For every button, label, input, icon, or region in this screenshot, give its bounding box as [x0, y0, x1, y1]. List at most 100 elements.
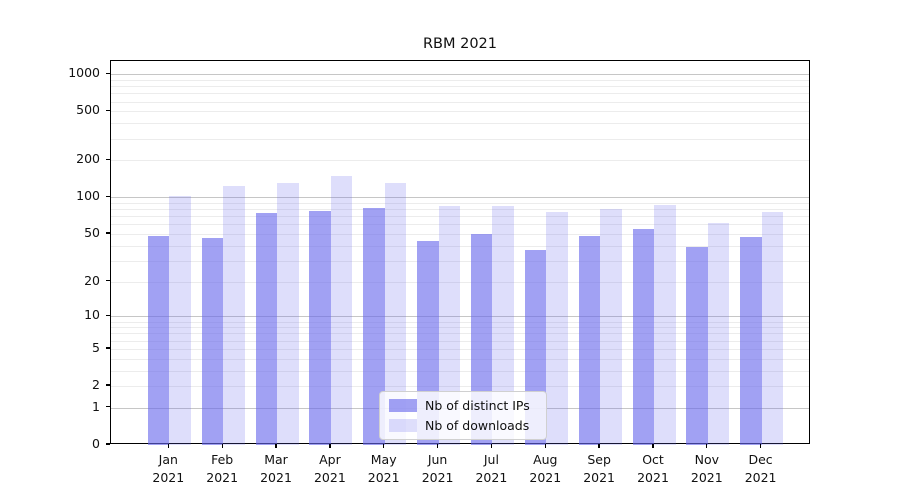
x-tick-label-may-2021: May 2021: [367, 452, 400, 485]
legend-swatch-distinct-ips: [389, 399, 417, 412]
x-tick-feb-2021: [221, 444, 223, 448]
x-tick-dec-2021: [759, 444, 762, 448]
gridline-10: [111, 316, 809, 318]
bar-nb-of-distinct-ips-jan-2021: [147, 236, 170, 445]
bar-nb-of-downloads-apr-2021: [330, 175, 353, 445]
x-tick-label-sep-2021: Sep 2021: [583, 452, 615, 485]
bar-nb-of-distinct-ips-may-2021: [363, 207, 385, 445]
x-tick-label-oct-2021: Oct 2021: [637, 452, 669, 485]
x-tick-apr-2021: [329, 444, 331, 448]
bar-nb-of-downloads-oct-2021: [654, 204, 676, 445]
legend: Nb of distinct IPs Nb of downloads: [379, 391, 547, 440]
bar-nb-of-downloads-nov-2021: [707, 222, 730, 445]
gridline-80: [111, 209, 809, 211]
gridline-5: [111, 348, 809, 350]
x-tick-label-dec-2021: Dec 2021: [744, 452, 777, 485]
legend-item-downloads: Nb of downloads: [389, 418, 537, 433]
x-tick-nov-2021: [706, 444, 708, 448]
y-tick-5: [106, 347, 110, 349]
x-tick-jun-2021: [436, 444, 439, 448]
plot-area: Nb of distinct IPs Nb of downloads: [110, 60, 810, 445]
bar-nb-of-distinct-ips-feb-2021: [201, 238, 224, 445]
gridline-7: [111, 333, 809, 335]
gridline-50: [111, 234, 809, 235]
bar-nb-of-distinct-ips-mar-2021: [255, 213, 277, 445]
y-tick-10: [106, 314, 110, 316]
gridline-30: [111, 260, 809, 262]
y-tick-label-10: 10: [84, 307, 100, 323]
gridline-400: [111, 123, 809, 125]
bar-nb-of-downloads-feb-2021: [223, 185, 245, 445]
y-tick-100: [106, 195, 110, 198]
y-tick-200: [106, 158, 110, 161]
gridline-700: [111, 93, 809, 95]
gridline-90: [111, 203, 809, 204]
x-tick-label-jan-2021: Jan 2021: [152, 452, 185, 485]
bar-nb-of-downloads-jun-2021: [438, 206, 461, 445]
legend-label-downloads: Nb of downloads: [425, 418, 530, 433]
gridline-4: [111, 358, 809, 360]
x-tick-mar-2021: [275, 444, 277, 448]
y-tick-label-500: 500: [76, 102, 100, 118]
bar-nb-of-downloads-mar-2021: [277, 183, 299, 445]
gridline-8: [111, 327, 809, 329]
bar-nb-of-distinct-ips-apr-2021: [309, 210, 331, 445]
y-tick-label-1: 1: [92, 398, 100, 414]
y-tick-label-100: 100: [76, 188, 100, 204]
bar-nb-of-distinct-ips-nov-2021: [686, 247, 708, 445]
gridline-900: [111, 79, 809, 81]
bar-nb-of-distinct-ips-oct-2021: [632, 229, 654, 445]
x-tick-sep-2021: [598, 444, 600, 448]
x-tick-label-nov-2021: Nov 2021: [690, 452, 723, 485]
gridline-200: [111, 160, 809, 162]
y-tick-500: [106, 109, 110, 112]
x-tick-label-apr-2021: Apr 2021: [313, 452, 346, 485]
gridline-9: [111, 321, 809, 323]
gridline-60: [111, 224, 809, 226]
x-tick-label-jul-2021: Jul 2021: [475, 452, 508, 485]
x-tick-jan-2021: [167, 444, 169, 448]
bar-nb-of-downloads-dec-2021: [761, 211, 784, 445]
y-tick-0: [106, 443, 110, 445]
y-tick-1000: [106, 72, 110, 74]
bar-nb-of-downloads-may-2021: [384, 182, 407, 445]
x-tick-may-2021: [383, 444, 385, 448]
x-tick-label-aug-2021: Aug 2021: [529, 452, 562, 485]
legend-swatch-downloads: [389, 419, 417, 432]
bar-nb-of-distinct-ips-sep-2021: [578, 236, 601, 445]
y-tick-label-20: 20: [84, 272, 100, 288]
x-tick-oct-2021: [652, 444, 654, 448]
y-tick-1: [106, 406, 110, 408]
chart-title: RBM 2021: [422, 36, 498, 52]
bar-nb-of-downloads-sep-2021: [600, 208, 622, 445]
gridline-1000: [111, 74, 809, 76]
y-tick-label-2: 2: [92, 377, 100, 393]
bar-nb-of-downloads-jan-2021: [169, 196, 191, 445]
gridline-40: [111, 245, 809, 247]
gridline-600: [111, 101, 809, 103]
gridline-2: [111, 386, 809, 388]
gridline-3: [111, 370, 809, 372]
gridline-500: [111, 111, 809, 113]
y-tick-50: [106, 232, 110, 234]
x-tick-aug-2021: [544, 444, 546, 448]
bar-nb-of-downloads-jul-2021: [492, 206, 514, 445]
gridline-800: [111, 86, 809, 88]
x-tick-label-mar-2021: Mar 2021: [260, 452, 292, 485]
x-tick-label-feb-2021: Feb 2021: [206, 452, 239, 485]
gridline-20: [111, 281, 809, 283]
y-tick-20: [106, 279, 110, 282]
y-tick-2: [106, 384, 110, 386]
gridline-300: [111, 138, 809, 140]
legend-label-distinct-ips: Nb of distinct IPs: [425, 398, 530, 413]
gridline-100: [111, 197, 809, 199]
y-tick-label-1000: 1000: [68, 65, 100, 81]
x-tick-jul-2021: [490, 444, 493, 448]
bar-nb-of-distinct-ips-dec-2021: [740, 237, 762, 445]
y-tick-label-0: 0: [92, 436, 100, 451]
gridline-70: [111, 216, 809, 218]
bar-nb-of-downloads-aug-2021: [546, 211, 568, 445]
gridline-6: [111, 340, 809, 342]
y-tick-label-50: 50: [84, 225, 100, 240]
